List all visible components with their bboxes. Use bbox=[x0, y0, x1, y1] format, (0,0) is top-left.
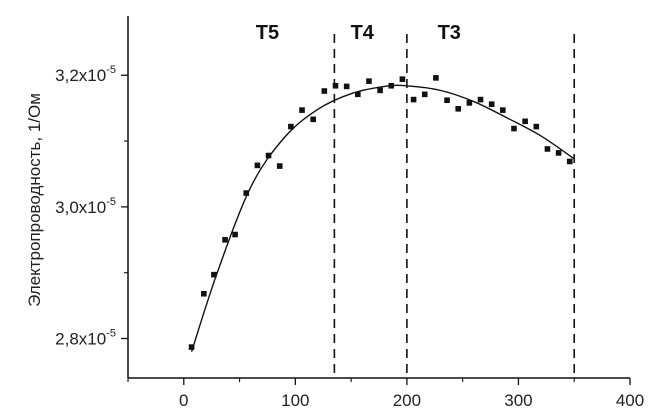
data-point bbox=[511, 125, 517, 132]
data-point bbox=[222, 236, 228, 243]
data-point bbox=[201, 290, 207, 297]
fit-curve bbox=[190, 84, 575, 352]
data-point bbox=[211, 271, 217, 278]
region-label: T3 bbox=[438, 22, 461, 44]
data-point bbox=[555, 150, 562, 156]
data-point bbox=[321, 88, 328, 94]
x-tick-label: 300 bbox=[504, 391, 532, 410]
data-point bbox=[500, 107, 506, 113]
data-point bbox=[444, 97, 450, 104]
x-tick-label: 200 bbox=[393, 391, 421, 410]
region-label: T4 bbox=[351, 22, 375, 44]
data-point bbox=[265, 152, 272, 159]
data-point bbox=[544, 146, 551, 152]
data-point bbox=[343, 83, 350, 90]
data-point bbox=[188, 344, 195, 350]
data-points bbox=[188, 75, 573, 350]
y-tick-label: 2,8x10-5 bbox=[55, 328, 116, 349]
data-point bbox=[299, 107, 305, 113]
data-point bbox=[288, 123, 294, 130]
data-point bbox=[366, 78, 372, 84]
region-label: T5 bbox=[256, 22, 279, 44]
region-boundaries bbox=[333, 34, 576, 378]
data-point bbox=[232, 231, 238, 238]
data-point bbox=[488, 101, 495, 107]
data-point bbox=[276, 163, 283, 169]
y-axis-label: Электропроводность, 1/Ом bbox=[25, 93, 44, 307]
data-point bbox=[388, 82, 395, 89]
y-tick-labels: 2,8x10-5 3,0x10-5 3,2x10-5 bbox=[55, 64, 116, 348]
data-point bbox=[310, 116, 316, 123]
data-point bbox=[410, 96, 417, 103]
data-point bbox=[477, 96, 484, 103]
data-point bbox=[377, 87, 383, 94]
data-point bbox=[566, 158, 573, 165]
y-tick-label: 3,0x10-5 bbox=[55, 196, 116, 217]
x-tick-label: 0 bbox=[179, 391, 188, 410]
data-point bbox=[243, 190, 250, 196]
data-point bbox=[399, 76, 406, 82]
y-tick-label: 3,2x10-5 bbox=[55, 64, 116, 85]
x-tick-label: 400 bbox=[616, 391, 644, 410]
data-point bbox=[355, 91, 361, 98]
region-labels: T5 T4 T3 bbox=[256, 22, 461, 44]
data-point bbox=[533, 123, 540, 130]
x-tick-label: 100 bbox=[281, 391, 309, 410]
data-point bbox=[254, 162, 261, 169]
data-point bbox=[433, 75, 439, 81]
axes bbox=[121, 16, 631, 385]
data-point bbox=[332, 82, 339, 89]
data-point bbox=[522, 118, 528, 125]
data-point bbox=[421, 91, 428, 98]
data-point bbox=[466, 100, 473, 106]
data-point bbox=[455, 106, 462, 112]
x-tick-labels: 0 100 200 300 400 bbox=[179, 391, 644, 410]
